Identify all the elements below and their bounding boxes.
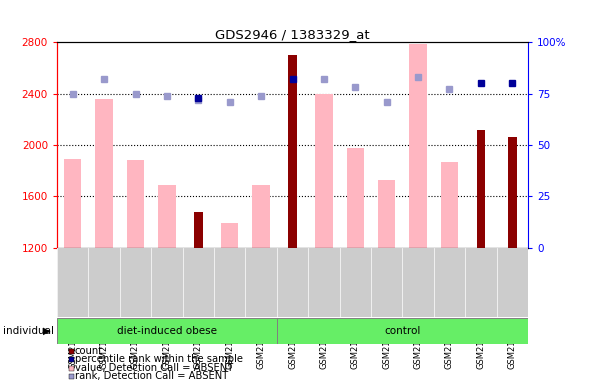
Bar [476, 129, 485, 248]
Bar [57, 318, 277, 344]
Text: diet-induced obese: diet-induced obese [117, 326, 217, 336]
Text: percentile rank within the sample: percentile rank within the sample [75, 354, 243, 364]
Text: control: control [384, 326, 421, 336]
Bar [277, 318, 528, 344]
Bar [315, 94, 332, 248]
Bar [221, 223, 238, 248]
Bar [409, 43, 427, 248]
Bar [288, 55, 297, 248]
Text: rank, Detection Call = ABSENT: rank, Detection Call = ABSENT [75, 371, 228, 381]
Bar [64, 159, 82, 248]
Bar [253, 185, 270, 248]
Bar [158, 185, 176, 248]
Bar [127, 161, 144, 248]
Text: count: count [75, 346, 103, 356]
Bar [194, 212, 203, 248]
Text: ▶: ▶ [43, 326, 50, 336]
Bar [347, 147, 364, 248]
Bar [441, 162, 458, 248]
Text: individual: individual [3, 326, 54, 336]
Text: value, Detection Call = ABSENT: value, Detection Call = ABSENT [75, 363, 233, 373]
Bar [95, 99, 113, 248]
Bar [508, 137, 517, 248]
Title: GDS2946 / 1383329_at: GDS2946 / 1383329_at [215, 28, 370, 41]
Bar [378, 180, 395, 248]
